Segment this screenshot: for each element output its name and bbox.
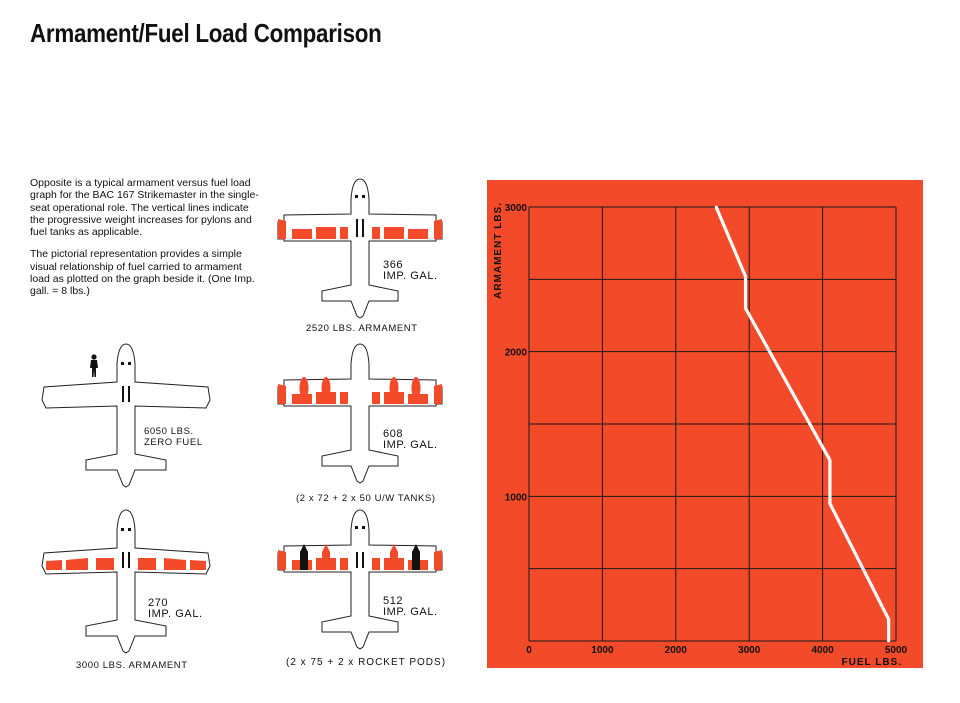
y-tick-label-3000: 3000 xyxy=(505,203,528,214)
intro-paragraph-1: Opposite is a typical armament versus fu… xyxy=(30,177,259,239)
plane-366-caption: 2520 LBS. ARMAMENT xyxy=(306,323,418,334)
plane-270-fuel-unit: IMP. GAL. xyxy=(148,608,203,620)
plane-512-fuel-unit: IMP. GAL. xyxy=(383,606,438,618)
x-tick-label-2000: 2000 xyxy=(665,645,688,656)
plane-512-caption: (2 x 75 + 2 x ROCKET PODS) xyxy=(286,657,447,668)
aircraft-366-gal-drawing xyxy=(277,178,443,319)
y-axis-label: ARMAMENT LBS. xyxy=(493,202,504,299)
armament-fuel-chart: 0 1000 2000 3000 4000 5000 1000 2000 3000 FUEL LB… xyxy=(493,202,908,668)
page-title: Armament/Fuel Load Comparison xyxy=(30,18,382,48)
plane-608-caption: (2 x 72 + 2 x 50 U/W TANKS) xyxy=(296,493,436,504)
aircraft-270-gal-drawing xyxy=(41,509,211,654)
series-point-0-6 xyxy=(887,639,891,643)
series-point-0-4 xyxy=(828,502,832,505)
plane-366-fuel-unit: IMP. GAL. xyxy=(383,270,438,282)
chart-panel: 0 1000 2000 3000 4000 5000 1000 2000 3000 FUEL LB… xyxy=(487,180,923,668)
plane-608-fuel-value: 608 xyxy=(383,428,404,440)
series-point-0-3 xyxy=(828,458,832,462)
series-point-0-5 xyxy=(887,617,891,621)
aircraft-512-gal-drawing xyxy=(277,509,443,650)
plane-608-fuel-unit: IMP. GAL. xyxy=(383,439,438,451)
series-point-0-1 xyxy=(744,275,747,278)
x-axis-label: FUEL LBS. xyxy=(842,657,902,668)
intro-paragraph-2: The pictorial representation provides a … xyxy=(30,248,255,298)
pilot-figure-icon xyxy=(90,354,98,377)
aircraft-zero-fuel-drawing xyxy=(41,343,211,488)
x-tick-label-5000: 5000 xyxy=(885,645,908,656)
aircraft-608-gal-drawing xyxy=(277,343,443,484)
x-tick-label-4000: 4000 xyxy=(811,645,834,656)
y-tick-label-1000: 1000 xyxy=(505,492,528,503)
x-tick-label-3000: 3000 xyxy=(738,645,761,656)
zero-fuel-label: ZERO FUEL xyxy=(144,437,203,448)
x-tick-label-1000: 1000 xyxy=(591,645,614,656)
series-point-0-2 xyxy=(744,306,747,310)
intro-text: Opposite is a typical armament versus fu… xyxy=(30,177,262,308)
zero-fuel-weight-label: 6050 LBS. xyxy=(144,426,194,437)
x-tick-label-0: 0 xyxy=(526,645,532,656)
plane-366-fuel-value: 366 xyxy=(383,259,404,271)
plane-270-fuel-value: 270 xyxy=(148,597,169,609)
y-tick-label-2000: 2000 xyxy=(505,348,528,359)
plane-512-fuel-value: 512 xyxy=(383,595,404,607)
series-point-0-0 xyxy=(714,205,718,209)
plane-270-caption: 3000 LBS. ARMAMENT xyxy=(76,660,188,671)
